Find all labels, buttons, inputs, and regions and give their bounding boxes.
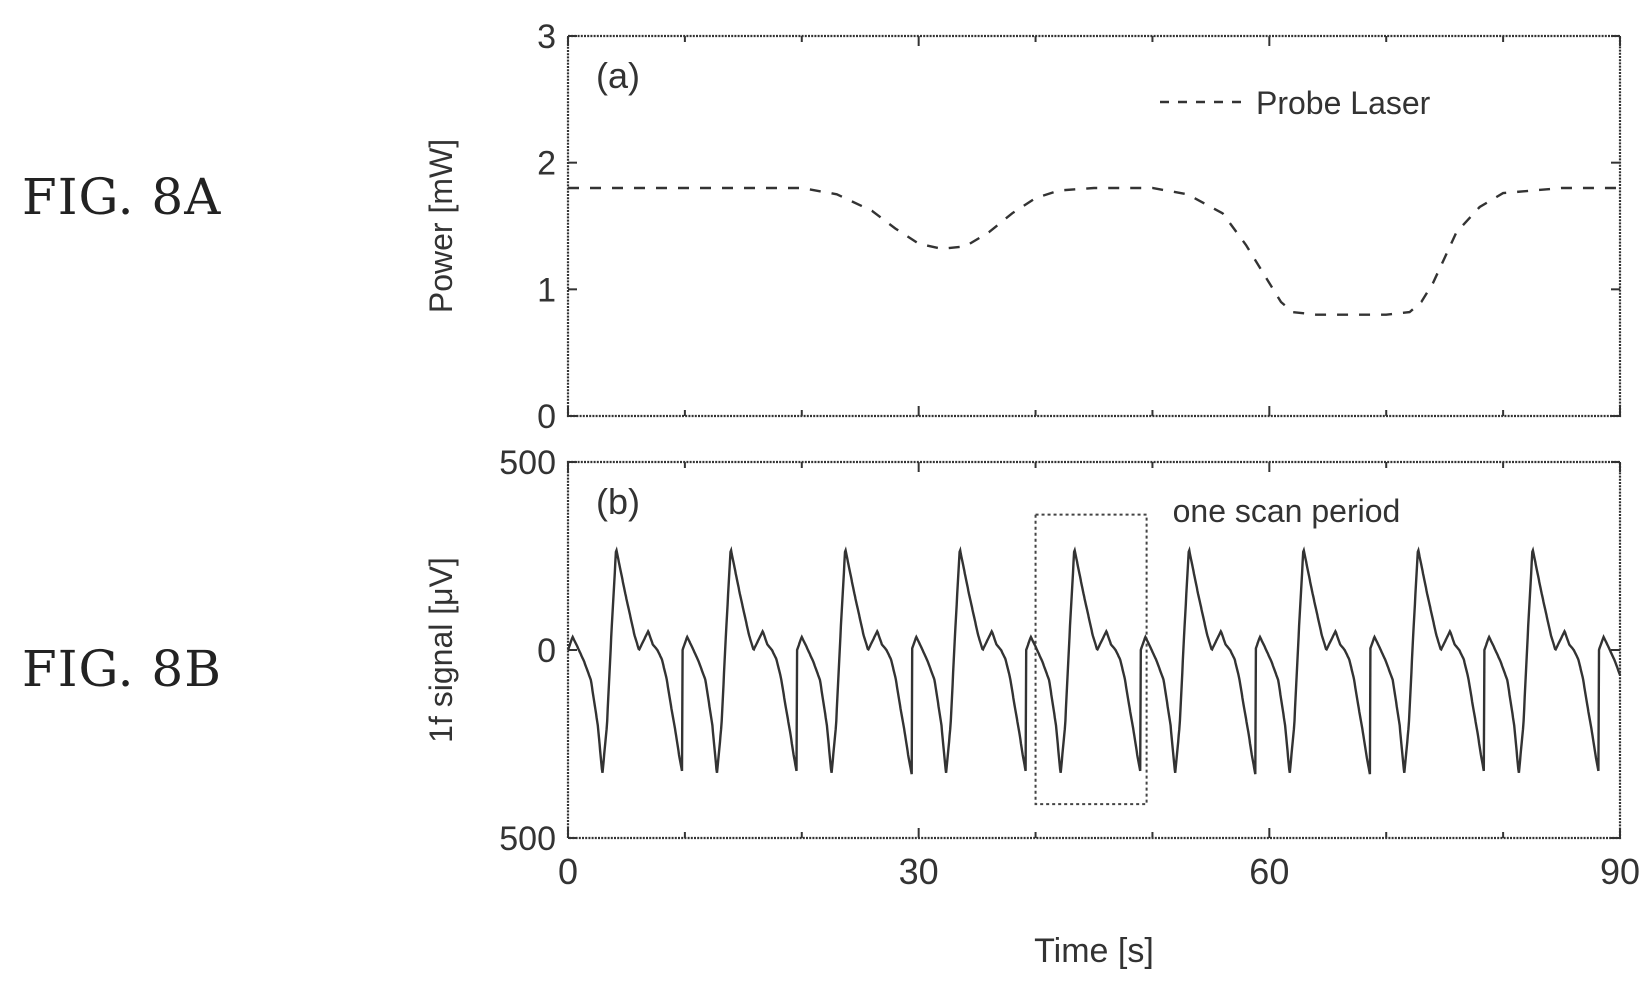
y-tick-label: 500 (499, 820, 556, 858)
panel-a-ticks: 0 1 2 3 (537, 18, 1621, 436)
y-tick-label: 0 (537, 398, 556, 436)
x-tick-label: 0 (558, 851, 578, 892)
series-1f-signal (566, 546, 1622, 775)
y-tick-label: 1 (537, 271, 556, 309)
series-probe-laser (568, 186, 1620, 316)
panel-a-label: (a) (596, 55, 640, 96)
panel-b-label: (b) (596, 481, 640, 522)
y-tick-label: 0 (537, 632, 556, 670)
y-axis-label-b: 1f signal [μV] (423, 557, 459, 743)
y-tick-label: 500 (499, 444, 556, 482)
panel-a-frame (566, 34, 1622, 418)
one-scan-period-label: one scan period (1173, 493, 1401, 529)
x-tick-label: 60 (1249, 851, 1289, 892)
figure-label-b: FIG. 8B (22, 640, 222, 698)
legend: Probe Laser (1160, 85, 1431, 121)
y-tick-label: 3 (537, 18, 556, 56)
x-axis-label: Time [s] (1034, 932, 1154, 970)
y-tick-label: 2 (537, 145, 556, 183)
x-tick-label: 90 (1600, 851, 1640, 892)
one-scan-period-box (1034, 513, 1148, 806)
y-axis-label-a: Power [mW] (423, 139, 459, 313)
panel-a: 0 1 2 3 (a) Probe Laser Power [mW] (423, 18, 1622, 436)
figure-label-a: FIG. 8A (22, 168, 222, 226)
legend-label-probe-laser: Probe Laser (1256, 85, 1431, 121)
x-tick-label: 30 (899, 851, 939, 892)
